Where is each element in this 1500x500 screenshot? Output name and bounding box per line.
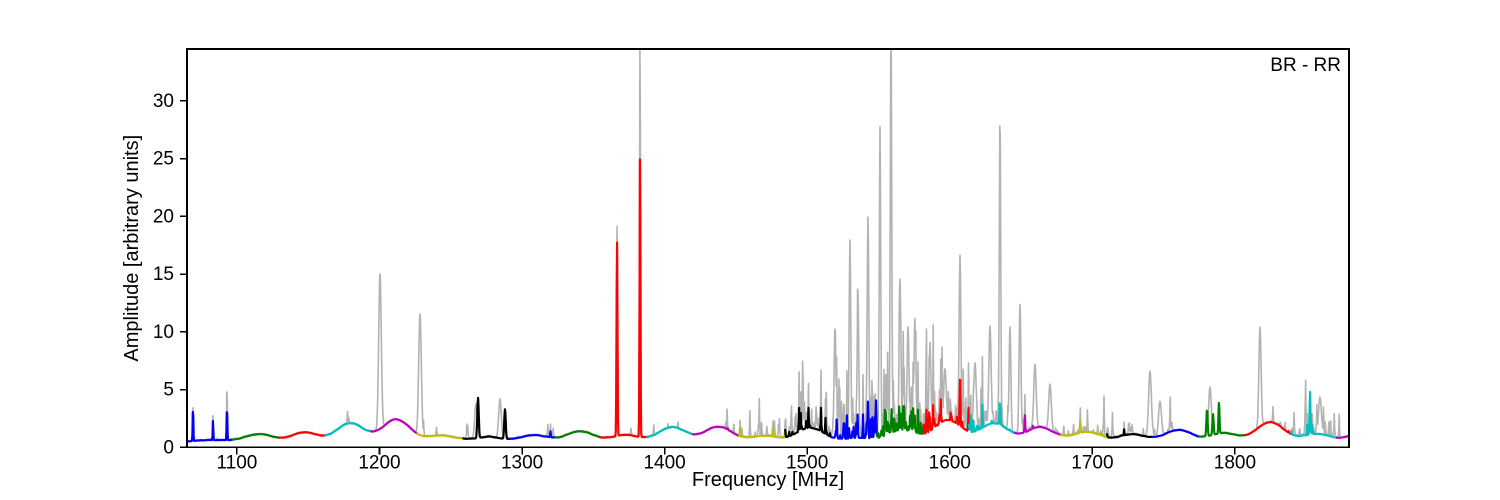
svg-text:25: 25 — [153, 149, 174, 170]
svg-text:1400: 1400 — [643, 452, 685, 473]
svg-text:BR - RR: BR - RR — [1270, 55, 1341, 76]
svg-text:20: 20 — [153, 206, 174, 227]
svg-text:Amplitude [arbitrary units]: Amplitude [arbitrary units] — [121, 135, 143, 362]
svg-text:5: 5 — [163, 380, 174, 401]
svg-text:Frequency [MHz]: Frequency [MHz] — [692, 469, 844, 491]
svg-text:1700: 1700 — [1071, 452, 1113, 473]
svg-text:1100: 1100 — [216, 452, 257, 473]
svg-text:15: 15 — [153, 264, 174, 285]
svg-text:1300: 1300 — [501, 452, 543, 473]
svg-text:10: 10 — [153, 322, 174, 343]
svg-text:30: 30 — [153, 91, 174, 112]
svg-text:1600: 1600 — [929, 452, 971, 473]
svg-text:1200: 1200 — [358, 452, 400, 473]
svg-text:1800: 1800 — [1214, 452, 1256, 473]
svg-text:0: 0 — [163, 437, 174, 458]
